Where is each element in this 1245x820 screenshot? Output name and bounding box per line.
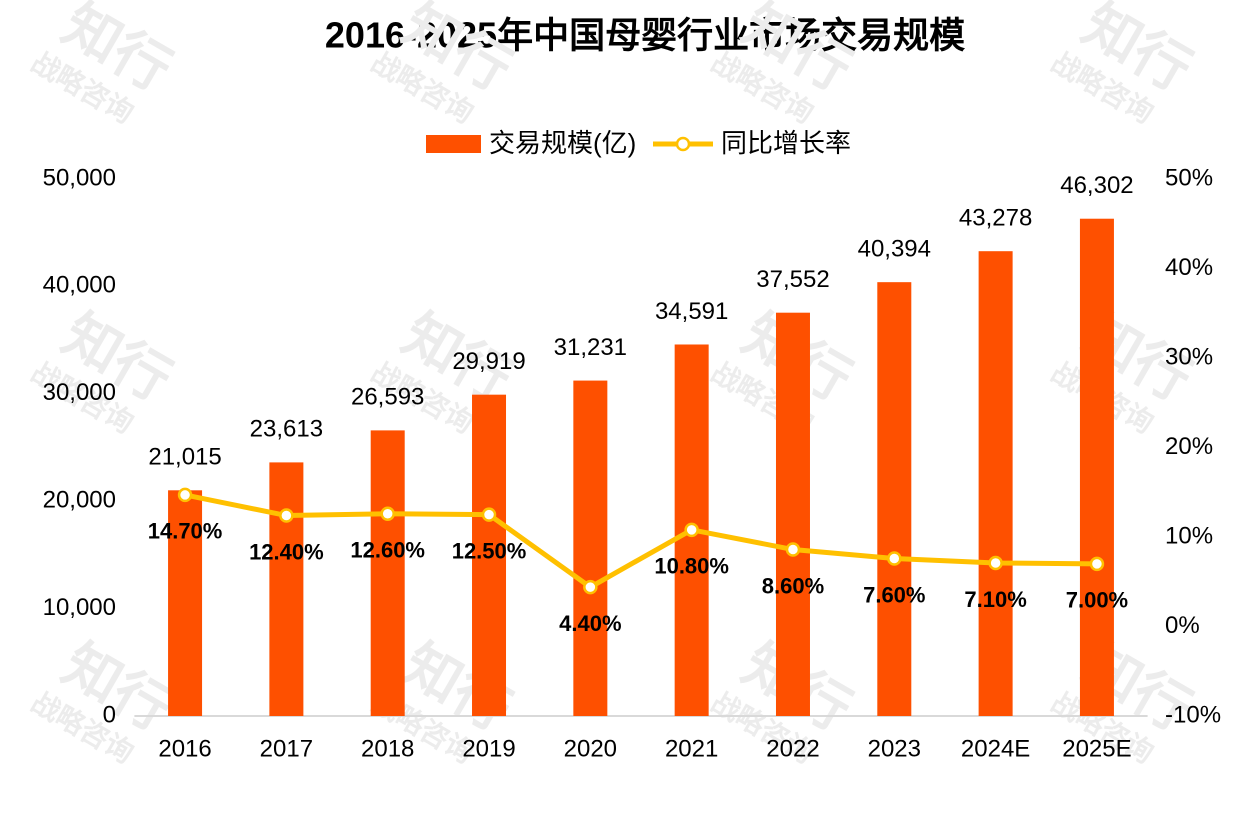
bar <box>1079 218 1114 716</box>
y2-tick-label: 0% <box>1165 612 1200 639</box>
line-point <box>481 507 497 522</box>
bar <box>269 462 304 716</box>
y-tick-label: 30,000 <box>43 379 116 406</box>
bar <box>775 312 810 716</box>
legend-swatch <box>675 136 691 152</box>
bar-value-label: 40,394 <box>858 236 931 263</box>
x-tick-label: 2019 <box>462 735 515 762</box>
y2-tick-label: 30% <box>1165 343 1213 370</box>
legend-label: 同比增长率 <box>721 128 851 158</box>
line-point <box>887 551 902 566</box>
bar <box>370 430 405 716</box>
y2-tick-label: 50% <box>1165 164 1213 191</box>
line-value-label: 14.70% <box>148 519 223 544</box>
bar-value-label: 29,919 <box>452 348 525 375</box>
line-point <box>1089 556 1105 572</box>
x-tick-label: 2024E <box>961 735 1030 762</box>
y2-tick-label: 20% <box>1165 433 1213 460</box>
line-value-label: 12.40% <box>249 539 324 564</box>
bar-value-label: 46,302 <box>1060 172 1133 199</box>
y2-tick-label: 10% <box>1165 522 1213 549</box>
line-value-label: 7.10% <box>964 587 1026 612</box>
x-tick-label: 2020 <box>564 735 617 762</box>
y-tick-label: 40,000 <box>43 272 116 299</box>
x-tick-label: 2017 <box>260 735 313 762</box>
line-point <box>785 542 801 557</box>
legend: 交易规模(亿) 同比增长率 <box>426 128 851 158</box>
bar-value-label: 21,015 <box>148 444 221 471</box>
x-tick-label: 2023 <box>868 735 921 762</box>
line-value-label: 7.00% <box>1066 588 1128 613</box>
bar <box>472 394 507 716</box>
bar <box>168 490 203 716</box>
line-value-label: 7.60% <box>863 582 925 607</box>
line-point <box>684 522 699 538</box>
line-point <box>380 506 395 521</box>
bar-value-label: 34,591 <box>655 298 728 325</box>
bar <box>573 380 608 716</box>
y2-tick-label: -10% <box>1165 701 1221 728</box>
line-value-label: 12.50% <box>452 538 527 563</box>
x-tick-label: 2025E <box>1062 735 1131 762</box>
x-tick-label: 2021 <box>665 735 718 762</box>
line-value-label: 8.60% <box>762 573 824 598</box>
x-tick-label: 2016 <box>158 735 211 762</box>
line-value-label: 10.80% <box>654 554 729 579</box>
x-tick-label: 2022 <box>766 735 819 762</box>
x-tick-label: 2018 <box>361 735 414 762</box>
line-point <box>583 579 598 595</box>
y-tick-label: 0 <box>103 701 116 728</box>
bar-value-label: 23,613 <box>250 416 323 443</box>
bar <box>877 282 912 716</box>
bar-value-label: 31,231 <box>554 334 627 361</box>
line-value-label: 12.60% <box>350 538 425 563</box>
y-tick-label: 20,000 <box>43 487 116 514</box>
line-value-label: 4.40% <box>559 611 621 636</box>
bar-value-label: 43,278 <box>959 205 1032 232</box>
bar-value-label: 26,593 <box>351 384 424 411</box>
y2-tick-label: 40% <box>1165 254 1213 281</box>
line <box>184 492 1097 591</box>
y-tick-label: 50,000 <box>43 164 116 191</box>
bar <box>978 251 1013 716</box>
legend-label: 交易规模(亿) <box>489 128 636 158</box>
legend-swatch <box>426 135 481 153</box>
y-tick-label: 10,000 <box>43 594 116 621</box>
line-point <box>988 555 1003 571</box>
line-point <box>279 508 294 523</box>
line-point <box>177 487 193 503</box>
bar-value-label: 37,552 <box>756 266 829 293</box>
chart-title: 2016-2025年中国母婴行业市场交易规模 <box>325 15 965 56</box>
